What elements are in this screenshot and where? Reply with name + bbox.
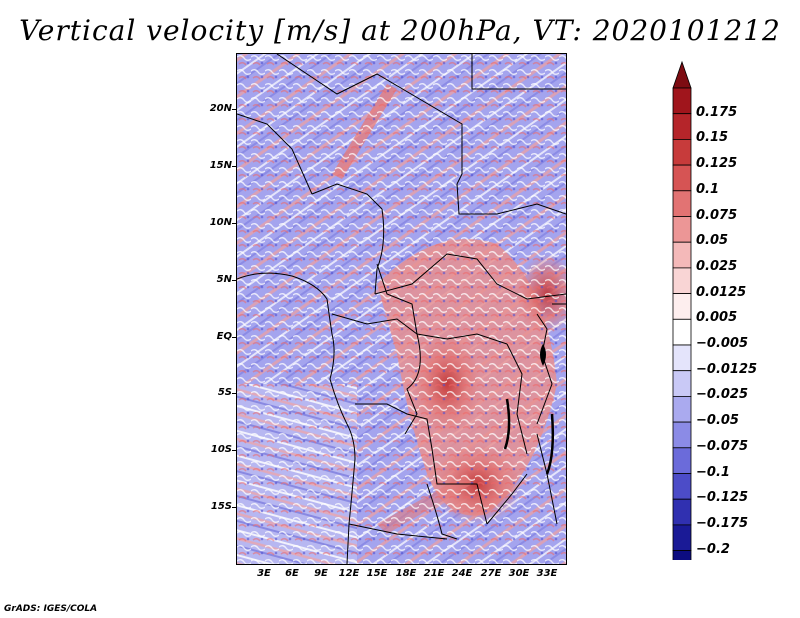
- colorbar-segment: [672, 241, 692, 269]
- colorbar-segment: [672, 550, 692, 560]
- map-plot-area: [236, 53, 567, 565]
- velocity-field: [237, 54, 566, 564]
- x-tick-21e: 21E: [423, 568, 445, 579]
- y-tick-10s: 10S: [210, 444, 232, 455]
- colorbar-level-label: −0.125: [696, 490, 749, 506]
- y-tick-mark: [232, 507, 236, 508]
- lake-malawi: [545, 413, 555, 475]
- colorbar-segment: [672, 87, 692, 115]
- colorbar-top-arrow: [672, 60, 692, 89]
- x-tick-9e: 9E: [314, 568, 328, 579]
- x-tick-3e: 3E: [257, 568, 271, 579]
- y-tick-mark: [232, 109, 236, 110]
- y-tick-mark: [232, 450, 236, 451]
- x-tick-6e: 6E: [285, 568, 299, 579]
- y-tick-mark: [232, 393, 236, 394]
- colorbar-segment: [672, 190, 692, 217]
- coastlines-and-borders: [237, 54, 566, 564]
- colorbar-level-label: 0.1: [696, 181, 720, 197]
- y-tick-10n: 10N: [209, 217, 232, 228]
- colorbar-segment: [672, 164, 692, 192]
- field-texture: [237, 54, 566, 564]
- x-tick-15e: 15E: [366, 568, 388, 579]
- colorbar-level-label: 0.125: [696, 156, 738, 172]
- colorbar-level-label: 0.025: [696, 258, 738, 274]
- colorbar-level-label: 0.075: [696, 207, 738, 223]
- colorbar-level-label: 0.175: [696, 104, 738, 120]
- y-tick-mark: [232, 337, 236, 338]
- plot-title: Vertical velocity [m/s] at 200hPa, VT: 2…: [19, 14, 781, 47]
- lake-tanganyika: [503, 398, 511, 450]
- colorbar-segment: [672, 447, 692, 474]
- colorbar-segment: [672, 293, 692, 320]
- colorbar-level-label: −0.175: [696, 515, 749, 531]
- y-tick-mark: [232, 223, 236, 224]
- colorbar-level-label: −0.075: [696, 438, 749, 454]
- colorbar-level-label: −0.2: [696, 541, 730, 557]
- colorbar-level-label: 0.005: [696, 310, 738, 326]
- colorbar-segment: [672, 524, 692, 551]
- lake-victoria: [540, 344, 546, 366]
- colorbar-segment: [672, 473, 692, 500]
- colorbar-segment: [672, 216, 692, 243]
- y-tick-mark: [232, 280, 236, 281]
- colorbar-segment: [672, 395, 692, 423]
- colorbar-level-label: 0.15: [696, 130, 729, 146]
- x-tick-24e: 24E: [451, 568, 473, 579]
- colorbar-segment: [672, 370, 692, 397]
- colorbar: [672, 60, 692, 560]
- colorbar-segment: [672, 421, 692, 449]
- colorbar-segment: [672, 139, 692, 166]
- x-tick-27e: 27E: [480, 568, 502, 579]
- colorbar-segment: [672, 344, 692, 372]
- y-tick-20n: 20N: [209, 103, 232, 114]
- colorbar-level-label: −0.0125: [696, 361, 758, 377]
- y-tick-5s: 5S: [217, 387, 232, 398]
- x-tick-30e: 30E: [508, 568, 530, 579]
- y-tick-15s: 15S: [210, 501, 232, 512]
- colorbar-level-label: −0.1: [696, 464, 730, 480]
- x-tick-33e: 33E: [536, 568, 558, 579]
- colorbar-segment: [672, 498, 692, 526]
- colorbar-level-label: −0.05: [696, 413, 739, 429]
- y-tick-15n: 15N: [209, 160, 232, 171]
- colorbar-level-label: 0.0125: [696, 284, 747, 300]
- colorbar-level-label: −0.005: [696, 336, 749, 351]
- y-tick-eq: EQ: [216, 331, 232, 342]
- y-tick-mark: [232, 166, 236, 167]
- colorbar-segment: [672, 113, 692, 140]
- colorbar-level-label: 0.05: [696, 233, 729, 249]
- x-tick-18e: 18E: [395, 568, 417, 579]
- colorbar-level-label: −0.025: [696, 387, 749, 403]
- colorbar-segment: [672, 318, 692, 346]
- y-tick-5n: 5N: [216, 274, 232, 285]
- credit-text: GrADS: IGES/COLA: [4, 604, 98, 614]
- colorbar-segment: [672, 267, 692, 294]
- x-tick-12e: 12E: [338, 568, 360, 579]
